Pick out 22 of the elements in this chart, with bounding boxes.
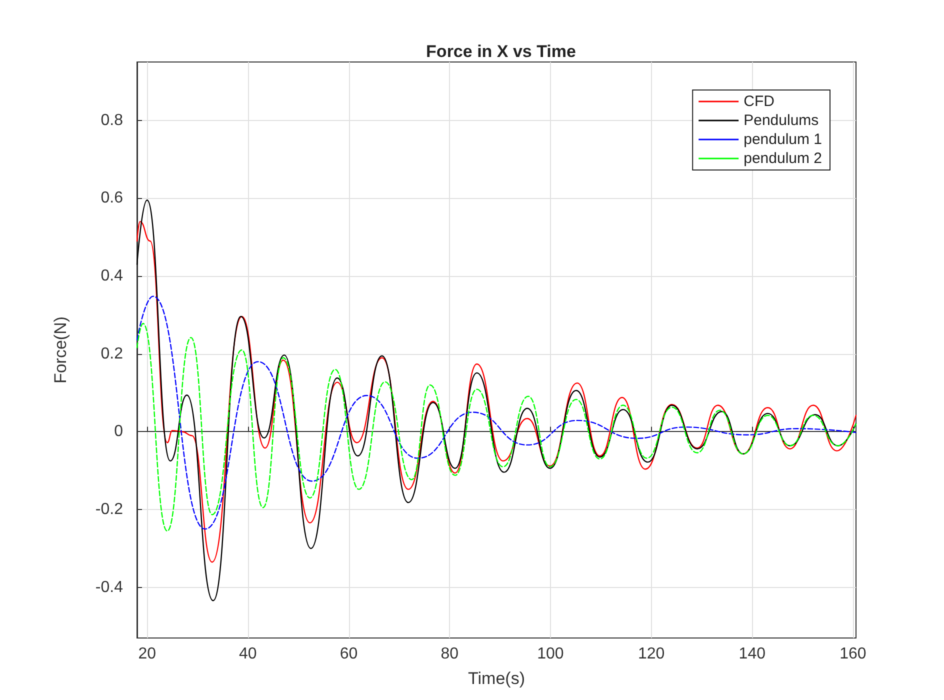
y-tick-label: 0: [114, 423, 124, 440]
y-tick-label: 0.2: [100, 345, 124, 362]
y-tick-label: 0.6: [100, 190, 124, 207]
x-axis-title: Time(s): [468, 669, 525, 688]
legend-label: pendulum 1: [744, 131, 822, 148]
legend-label: Pendulums: [744, 112, 819, 129]
y-tick-label: -0.2: [95, 501, 124, 518]
x-tick-label: 20: [138, 646, 156, 662]
x-tick-label: 80: [440, 646, 459, 662]
y-tick-label: 0.4: [100, 268, 124, 285]
x-tick-label: 100: [537, 646, 564, 662]
x-tick-label: 60: [340, 646, 358, 662]
legend-label: pendulum 2: [744, 150, 822, 167]
y-axis-title: Force(N): [51, 316, 70, 384]
chart-title: Force in X vs Time: [426, 42, 576, 61]
legend-label: CFD: [744, 93, 775, 110]
x-tick-label: 140: [738, 646, 766, 662]
x-tick-label: 160: [840, 646, 866, 662]
x-tick-label: 120: [638, 646, 665, 662]
y-tick-label: 0.8: [100, 112, 124, 129]
x-tick-label: 40: [239, 646, 257, 662]
y-tick-label: -0.4: [95, 578, 124, 596]
